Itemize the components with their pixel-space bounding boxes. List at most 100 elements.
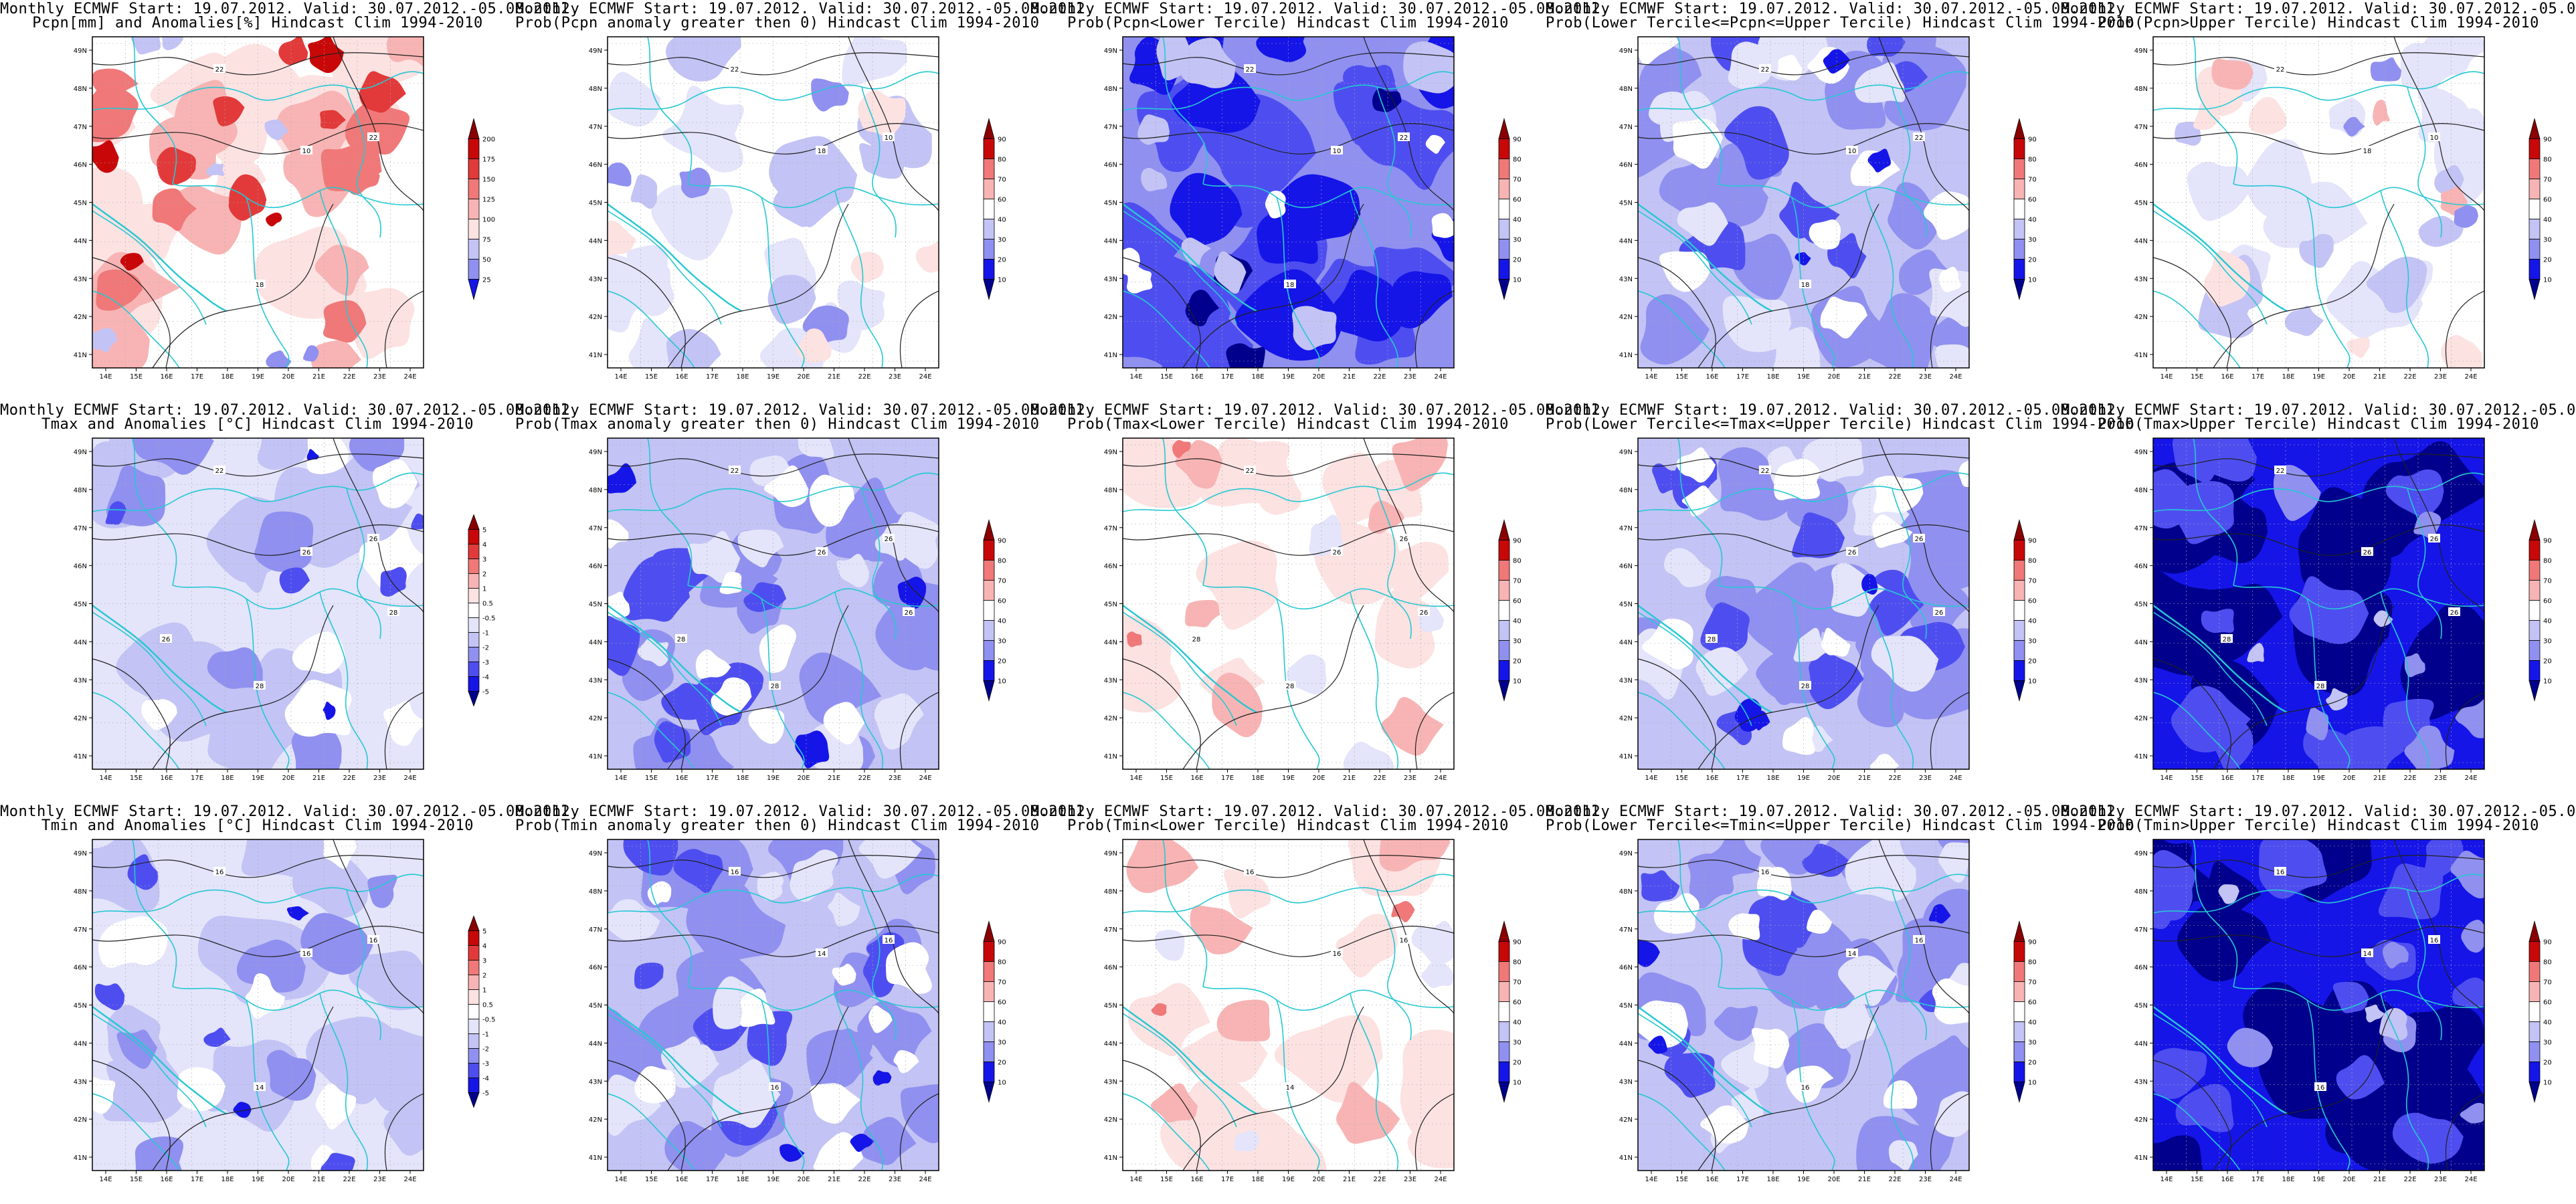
colorbar-tick-label: 5 bbox=[482, 527, 486, 534]
colorbar-segment bbox=[1498, 518, 1510, 540]
colorbar-tick-label: 80 bbox=[2543, 157, 2552, 164]
colorbar-segment bbox=[468, 960, 480, 975]
latitude-tick-label: 44N bbox=[2134, 1040, 2148, 1047]
colorbar: 5 4 3 2 1 0.5 -0.5 -1 -2 -3 -4 -5 bbox=[468, 915, 496, 1108]
colorbar-tick-label: 10 bbox=[2543, 277, 2552, 284]
anomaly-shading bbox=[810, 1083, 861, 1124]
anomaly-shading bbox=[608, 220, 636, 257]
country-border bbox=[1123, 290, 1210, 368]
longitude-tick-label: 16E bbox=[675, 1176, 688, 1183]
colorbar-tick-label: 20 bbox=[2028, 658, 2037, 666]
contour-label: 28 bbox=[677, 636, 686, 643]
longitude-tick-label: 21E bbox=[828, 775, 840, 782]
latitude-tick-label: 45N bbox=[1104, 1003, 1117, 1010]
anomaly-shading bbox=[1411, 920, 1454, 965]
map-plot: 22 26 26 28 28 26 14E 15E 16E 17E 18E 19E 20E 21E 22E 2… bbox=[2134, 437, 2552, 782]
longitude-tick-label: 18E bbox=[1766, 775, 1779, 782]
contour-label: 16 bbox=[1761, 869, 1770, 876]
anomaly-shading bbox=[850, 1133, 875, 1152]
colorbar-segment bbox=[468, 1048, 480, 1064]
colorbar-tick-label: -4 bbox=[482, 674, 489, 682]
colorbar-segment bbox=[2013, 138, 2025, 159]
colorbar-tick-label: 10 bbox=[2028, 678, 2037, 686]
country-border bbox=[608, 692, 695, 769]
contour-label-box bbox=[367, 935, 379, 944]
panel-header-line: Monthly ECMWF Start: 19.07.2012. Valid: … bbox=[2061, 402, 2576, 419]
anomaly-shading bbox=[2336, 1055, 2385, 1100]
panel-header-line: Monthly ECMWF Start: 19.07.2012. Valid: … bbox=[2061, 1, 2576, 17]
anomaly-shading bbox=[859, 143, 906, 179]
colorbar-tick-label: 60 bbox=[1513, 999, 1522, 1007]
colorbar-tick-label: -0.5 bbox=[482, 1017, 496, 1024]
colorbar-tick-label: 80 bbox=[2028, 157, 2037, 164]
country-border bbox=[608, 71, 939, 111]
coastline bbox=[92, 203, 227, 312]
anomaly-shading bbox=[1223, 869, 1271, 918]
anomaly-shading bbox=[1257, 468, 1301, 515]
anomaly-shading bbox=[798, 438, 834, 459]
colorbar-segment bbox=[1498, 219, 1510, 239]
map-panel-p13: Monthly ECMWF Start: 19.07.2012. Valid: … bbox=[1030, 0, 1609, 401]
country-border bbox=[2407, 86, 2442, 238]
country-border bbox=[1677, 839, 1723, 987]
map-plot: 22 26 26 28 28 26 14E 15E 16E 17E 18E 19E 20E 21E 22E 2… bbox=[589, 437, 1006, 782]
latitude-tick-label: 44N bbox=[74, 237, 87, 245]
longitude-tick-label: 23E bbox=[373, 775, 386, 782]
colorbar-tick-label: 30 bbox=[998, 638, 1006, 645]
anomaly-shading bbox=[2153, 1047, 2207, 1099]
climatology-contour bbox=[1182, 203, 1364, 368]
anomaly-shading bbox=[1831, 563, 1886, 617]
coastline bbox=[1638, 203, 1772, 312]
anomaly-shading bbox=[1322, 453, 1383, 525]
anomaly-shading bbox=[757, 872, 784, 901]
contour-label: 28 bbox=[389, 609, 398, 617]
anomaly-shading bbox=[286, 906, 309, 920]
anomaly-shading bbox=[1408, 1047, 1454, 1103]
colorbar-tick-label: 10 bbox=[1513, 678, 1522, 686]
longitude-tick-label: 21E bbox=[1343, 373, 1356, 381]
contour-label-box bbox=[883, 132, 895, 141]
colorbar-segment bbox=[468, 930, 480, 946]
anomaly-shading bbox=[2299, 233, 2334, 268]
longitude-tick-label: 22E bbox=[2403, 373, 2416, 381]
contour-label-box bbox=[1799, 681, 1811, 690]
latitude-tick-label: 41N bbox=[1619, 352, 1633, 359]
latitude-tick-label: 48N bbox=[2134, 487, 2148, 494]
colorbar-segment bbox=[468, 179, 480, 199]
anomaly-shading bbox=[1372, 88, 1402, 112]
country-border bbox=[1791, 999, 1835, 1171]
anomaly-shading bbox=[134, 1136, 184, 1171]
longitude-tick-label: 22E bbox=[1373, 1176, 1386, 1183]
anomaly-shading bbox=[2306, 707, 2329, 740]
anomaly-shading bbox=[1292, 306, 1337, 350]
longitude-tick-label: 19E bbox=[252, 373, 264, 381]
colorbar-segment bbox=[2013, 117, 2025, 139]
longitude-tick-label: 14E bbox=[614, 1176, 627, 1183]
colorbar: 200 175 150 125 100 75 50 25 bbox=[468, 117, 495, 301]
latitude-tick-label: 45N bbox=[589, 601, 602, 609]
colorbar-tick-label: 30 bbox=[1513, 1039, 1522, 1047]
anomaly-shading bbox=[1425, 134, 1445, 154]
anomaly-shading bbox=[1928, 904, 1951, 924]
latitude-tick-label: 45N bbox=[1104, 200, 1117, 207]
panel-subtitle: Tmax and Anomalies [°C] Hindcast Clim 19… bbox=[41, 416, 474, 433]
anomaly-shading bbox=[1172, 52, 1261, 133]
anomaly-shading bbox=[253, 226, 349, 319]
latitude-tick-label: 49N bbox=[1619, 47, 1633, 55]
anomaly-shading bbox=[1389, 271, 1453, 328]
anomaly-shading bbox=[1802, 843, 1850, 877]
anomaly-shading bbox=[383, 1087, 424, 1156]
anomaly-shading bbox=[2177, 902, 2272, 982]
anomaly-shading bbox=[679, 167, 711, 199]
anomaly-shading bbox=[233, 1102, 252, 1118]
colorbar-tick-label: 175 bbox=[482, 157, 495, 164]
colorbar-segment bbox=[983, 159, 995, 179]
climatology-contour bbox=[92, 257, 171, 368]
longitude-tick-label: 16E bbox=[1706, 1176, 1718, 1183]
anomaly-shading bbox=[2332, 981, 2369, 1013]
country-border bbox=[608, 472, 939, 512]
longitude-tick-label: 20E bbox=[2342, 775, 2355, 782]
colorbar-segment bbox=[2013, 279, 2025, 301]
colorbar-tick-label: -0.5 bbox=[482, 615, 496, 623]
